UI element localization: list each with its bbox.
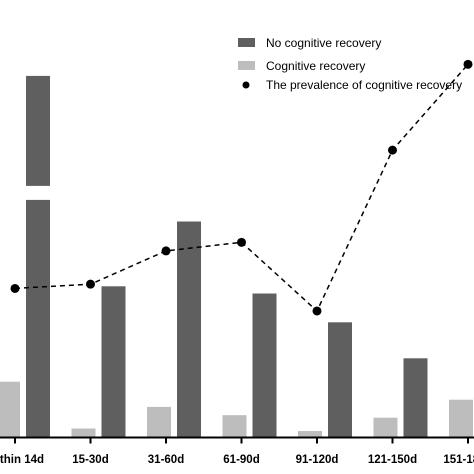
legend-item-prevalence: The prevalence of cognitive recovery [242, 78, 462, 92]
bar-cognitive-recovery [147, 406, 171, 438]
x-tick-label: Within 14d [0, 454, 44, 466]
x-tick-label: 15-30d [72, 454, 108, 466]
bar-cognitive-recovery [222, 415, 247, 438]
legend: No cognitive recovery Cognitive recovery… [238, 36, 462, 92]
prevalence-point [388, 145, 397, 155]
legend-label-cognitive-recovery: Cognitive recovery [266, 59, 365, 73]
bar-no-cognitive-recovery-upper [26, 75, 50, 186]
legend-swatch-cognitive-recovery [238, 61, 255, 70]
prevalence-point [463, 59, 473, 69]
legend-marker-prevalence [242, 81, 250, 89]
bar-cognitive-recovery [298, 431, 322, 438]
bar-no-cognitive-recovery [101, 286, 126, 438]
bar-no-cognitive-recovery [177, 221, 201, 438]
prevalence-point [161, 246, 171, 256]
bar-cognitive-recovery [0, 381, 20, 438]
legend-label-no-cognitive-recovery: No cognitive recovery [266, 36, 381, 50]
x-axis-ticks: Within 14d 15-30d 31-60d 61-90d 91-120d 121-1… [0, 437, 474, 466]
legend-item-no-cognitive-recovery: No cognitive recovery [238, 36, 381, 50]
x-tick-label: 151-180d [443, 454, 474, 466]
legend-item-cognitive-recovery: Cognitive recovery [238, 59, 365, 73]
prevalence-point [237, 237, 246, 247]
x-tick-label: 31-60d [148, 454, 184, 466]
bar-no-cognitive-recovery [403, 358, 428, 438]
legend-swatch-no-cognitive-recovery [238, 38, 255, 47]
x-tick-label: 121-150d [368, 454, 417, 466]
prevalence-point [312, 306, 322, 316]
bar-cognitive-recovery [449, 399, 473, 438]
bar-no-cognitive-recovery [252, 293, 277, 438]
prevalence-line [14, 63, 469, 313]
bar-no-cognitive-recovery [328, 322, 352, 438]
prevalence-point [10, 283, 20, 293]
legend-label-prevalence: The prevalence of cognitive recovery [266, 78, 462, 92]
bar-cognitive-recovery [71, 428, 96, 438]
prevalence-point [86, 279, 95, 289]
bar-cognitive-recovery [373, 417, 398, 438]
x-tick-label: 91-120d [296, 454, 339, 466]
plot-area [0, 59, 473, 438]
bar-no-cognitive-recovery [26, 199, 50, 438]
x-tick-label: 61-90d [223, 454, 259, 466]
